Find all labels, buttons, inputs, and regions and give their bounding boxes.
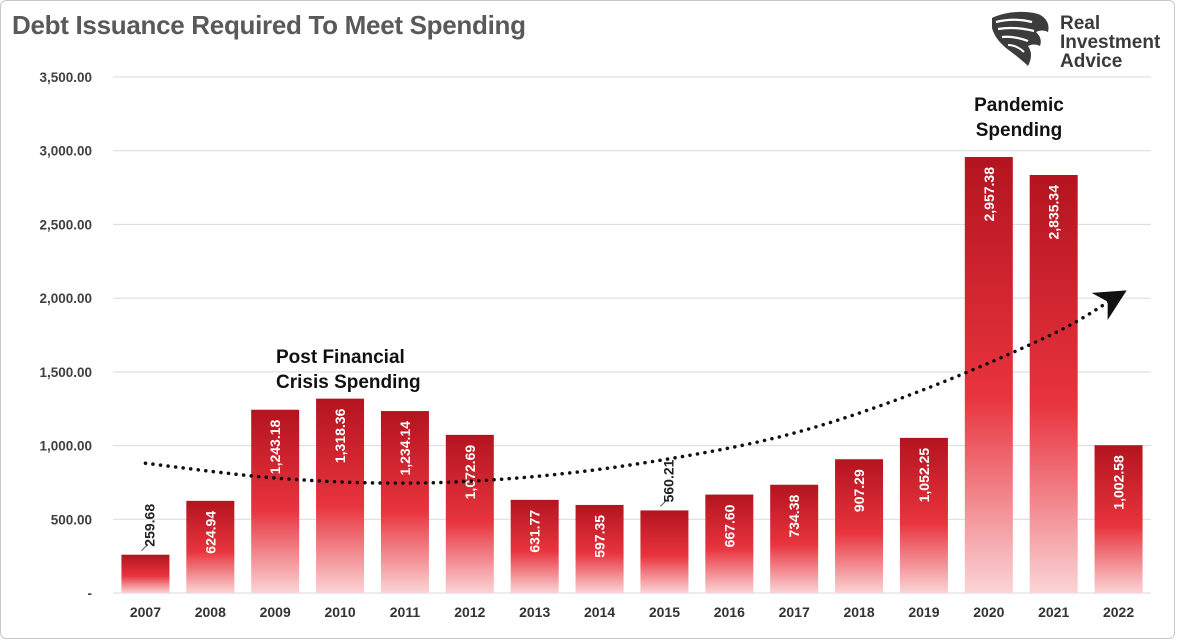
y-tick-label: 2,000.00 [39,291,92,306]
data-label: 1,052.25 [916,448,932,503]
data-label: 597.35 [592,515,608,558]
bar-2009 [251,409,300,593]
x-tick-label: 2015 [649,604,680,620]
x-tick-label: 2020 [973,604,1004,620]
data-label: 560.21 [660,459,676,502]
y-tick-label: 3,000.00 [39,144,92,159]
bars [121,156,1143,594]
x-tick-label: 2009 [260,604,291,620]
bar-2022 [1094,445,1143,593]
x-tick-label: 2014 [584,604,615,620]
bar-2016 [705,494,754,593]
y-axis: - 500.00 1,000.00 1,500.00 2,000.00 2,500.00 3… [39,70,92,601]
y-tick-label: 1,000.00 [39,439,92,454]
x-tick-label: 2007 [130,604,161,620]
y-tick-label: 500.00 [51,512,92,527]
data-label: 734.38 [786,495,802,538]
y-tick-label: 3,500.00 [39,70,92,85]
x-tick-label: 2012 [454,604,485,620]
brand-name-line3: Advice [1060,51,1123,72]
annotations: Post Financial Crisis Spending Pandemic Spe… [276,95,1064,393]
data-label: 1,243.18 [267,420,283,475]
data-label: 2,835.34 [1046,185,1062,240]
x-tick-label: 2018 [843,604,874,620]
annotation-pandemic: Pandemic [974,95,1064,116]
bar-2017 [770,484,819,593]
data-label: 259.68 [141,504,157,547]
x-tick-label: 2016 [714,604,745,620]
bar-2020 [964,156,1013,594]
trend-line [143,290,1127,485]
bar-2008 [186,500,235,593]
chart-title: Debt Issuance Required To Meet Spending [12,10,526,40]
y-tick-label: 2,500.00 [39,217,92,232]
data-label: 1,234.14 [397,421,413,476]
annotation-post-financial: Crisis Spending [276,372,421,393]
bar-2018 [835,459,884,593]
data-labels: 259.68 624.94 1,243.18 1,318.36 1,234.14 1,07… [141,167,1127,558]
x-tick-label: 2019 [908,604,939,620]
data-label: 631.77 [527,510,543,553]
bar-2015 [640,510,689,593]
data-label: 1,072.69 [462,445,478,500]
bar-2019 [899,437,948,593]
x-tick-label: 2008 [195,604,226,620]
bar-2010 [316,398,365,593]
x-tick-label: 2022 [1103,604,1134,620]
x-tick-label: 2011 [390,604,421,620]
bar-2007 [121,554,170,593]
annotation-pandemic: Spending [976,120,1063,141]
data-label-leader [660,500,667,507]
bar-2012 [445,434,494,593]
brand-name-line2: Investment [1060,32,1161,53]
x-tick-label: 2010 [324,604,355,620]
bar-2014 [575,504,624,593]
x-tick-label: 2017 [779,604,810,620]
brand-name-line1: Real [1060,13,1101,34]
x-tick-label: 2021 [1038,604,1069,620]
bar-2013 [510,499,559,593]
data-label: 1,002.58 [1111,455,1127,510]
eagle-head-icon [992,11,1049,66]
bar-2011 [380,411,429,593]
x-axis: 2007 2008 2009 2010 2011 2012 2013 2014 2015 2016… [130,604,1134,620]
data-label-leader [141,544,148,552]
annotation-post-financial: Post Financial [276,347,405,368]
y-tick-label: - [88,586,93,601]
data-label: 624.94 [202,511,218,554]
trendline [143,290,1127,485]
brand-name: Real Investment Advice [1060,14,1160,71]
data-label: 667.60 [721,504,737,547]
y-tick-label: 1,500.00 [39,365,92,380]
brand-logo: Real Investment Advice [986,10,1176,72]
data-label: 907.29 [851,469,867,512]
data-label: 1,318.36 [332,408,348,463]
x-tick-label: 2013 [519,604,550,620]
bar-2021 [1029,174,1078,593]
data-label: 2,957.38 [981,167,997,222]
